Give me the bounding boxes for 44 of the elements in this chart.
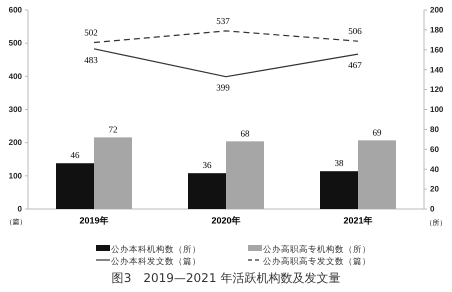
legend-label: 公办高职高专发文数（篇） [263, 256, 371, 267]
y2-tick-label: 0 [430, 204, 435, 214]
y2-tick-label: 60 [430, 144, 440, 154]
data-label: 483 [84, 54, 98, 65]
data-label: 38 [334, 158, 344, 168]
text: 图3 2019—2021 年活跃机构数及发文量 [112, 271, 340, 285]
bar [320, 171, 358, 209]
y-tick-label: 400 [8, 72, 23, 81]
bar [56, 163, 94, 209]
legend-label: 公办本科发文数（篇） [111, 256, 201, 267]
y2-tick-label: 180 [430, 25, 444, 34]
data-label: 467 [348, 60, 362, 70]
y2-tick-label: 160 [430, 45, 444, 54]
x-tick-label: 2020年 [211, 216, 241, 226]
bar [188, 173, 226, 209]
y-tick-label: 600 [8, 6, 23, 15]
bar [358, 140, 396, 209]
y-tick-label: 100 [8, 171, 23, 180]
y-tick-label: 200 [8, 138, 23, 148]
data-label: 537 [216, 16, 230, 26]
data-label: 36 [202, 160, 212, 170]
data-label: 69 [372, 127, 382, 138]
y2-tick-label: 140 [430, 65, 444, 74]
x-tick-label: 2021年 [343, 216, 373, 226]
bar [94, 137, 132, 209]
data-label: 502 [84, 28, 98, 38]
y2-tick-label: 200 [430, 6, 444, 15]
y-tick-label: 500 [8, 38, 23, 48]
bar [226, 141, 264, 209]
y2-tick-label: 100 [430, 105, 444, 114]
legend-label: 公办本科机构数（所） [111, 244, 201, 255]
legend-label: 公办高职高专机构数（所） [263, 244, 371, 255]
x-tick-label: 2019年 [79, 216, 109, 226]
y-tick-label: 0 [18, 204, 23, 214]
y2-tick-label: 40 [430, 164, 440, 174]
data-label: 399 [216, 82, 230, 93]
data-label: 68 [240, 128, 250, 138]
y-tick-label: 300 [8, 105, 23, 114]
data-label: 72 [108, 124, 118, 134]
data-label: 46 [70, 150, 80, 160]
y2-tick-label: 120 [430, 85, 444, 94]
y2-tick-label: 20 [430, 184, 440, 194]
y2-tick-label: 80 [430, 124, 440, 134]
data-label: 506 [348, 26, 362, 36]
